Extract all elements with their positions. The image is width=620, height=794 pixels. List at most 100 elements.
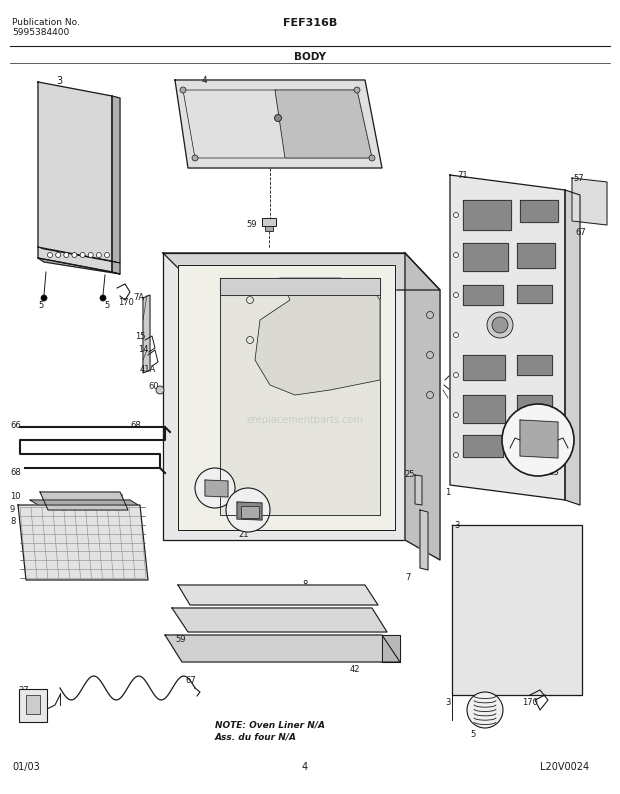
- Text: 41: 41: [285, 490, 296, 499]
- Text: 14: 14: [138, 345, 149, 354]
- Text: 8: 8: [303, 580, 308, 589]
- Circle shape: [96, 252, 101, 257]
- Polygon shape: [38, 258, 120, 274]
- Polygon shape: [220, 278, 380, 295]
- Circle shape: [369, 155, 375, 161]
- Circle shape: [453, 453, 459, 457]
- Circle shape: [156, 386, 164, 394]
- Circle shape: [492, 317, 508, 333]
- Text: L20V0024: L20V0024: [540, 762, 589, 772]
- Text: 59: 59: [175, 635, 185, 644]
- Text: 4: 4: [202, 76, 208, 85]
- Circle shape: [72, 252, 77, 257]
- Polygon shape: [517, 285, 552, 303]
- Text: Ass. du four N/A: Ass. du four N/A: [215, 733, 297, 742]
- Circle shape: [100, 295, 106, 301]
- Text: NOTE: Oven Liner N/A: NOTE: Oven Liner N/A: [215, 720, 325, 729]
- Polygon shape: [520, 200, 558, 222]
- Polygon shape: [463, 285, 503, 305]
- Circle shape: [105, 252, 110, 257]
- Text: 68: 68: [130, 421, 141, 430]
- Text: 71: 71: [457, 171, 467, 180]
- Polygon shape: [565, 190, 580, 505]
- Text: 9: 9: [10, 505, 16, 514]
- Circle shape: [453, 333, 459, 337]
- Text: 21: 21: [238, 530, 249, 539]
- Circle shape: [180, 87, 186, 93]
- Polygon shape: [175, 80, 382, 168]
- Circle shape: [48, 252, 53, 257]
- Text: 66: 66: [10, 421, 20, 430]
- FancyBboxPatch shape: [25, 695, 40, 714]
- Circle shape: [502, 404, 574, 476]
- Polygon shape: [143, 295, 150, 373]
- Text: 42: 42: [350, 665, 360, 674]
- Bar: [241, 506, 259, 518]
- Text: 5: 5: [470, 730, 476, 739]
- Text: 68: 68: [10, 468, 20, 477]
- Text: FEF316B: FEF316B: [283, 18, 337, 28]
- Polygon shape: [172, 608, 387, 632]
- Circle shape: [275, 114, 281, 121]
- Polygon shape: [405, 253, 440, 560]
- Polygon shape: [463, 395, 505, 423]
- Text: 1: 1: [445, 488, 450, 497]
- Text: 7A: 7A: [133, 293, 144, 302]
- Text: 25: 25: [404, 470, 415, 479]
- Text: 5995384400: 5995384400: [12, 28, 69, 37]
- Text: 41A: 41A: [140, 365, 156, 374]
- Polygon shape: [572, 178, 607, 225]
- Circle shape: [453, 372, 459, 377]
- Circle shape: [467, 692, 503, 728]
- Circle shape: [453, 413, 459, 418]
- Text: Publication No.: Publication No.: [12, 18, 80, 27]
- Text: 27: 27: [18, 686, 29, 695]
- Text: 3: 3: [454, 521, 459, 530]
- Circle shape: [195, 468, 235, 508]
- Polygon shape: [40, 492, 128, 510]
- Text: 67: 67: [185, 676, 196, 685]
- Circle shape: [354, 87, 360, 93]
- Polygon shape: [38, 247, 120, 263]
- Text: BODY: BODY: [294, 52, 326, 62]
- Polygon shape: [517, 395, 552, 417]
- Polygon shape: [382, 635, 400, 662]
- Text: 8: 8: [10, 517, 16, 526]
- Polygon shape: [463, 435, 503, 457]
- Polygon shape: [112, 96, 120, 274]
- Text: 57: 57: [573, 174, 583, 183]
- Text: 20: 20: [205, 465, 216, 474]
- Circle shape: [453, 292, 459, 298]
- Polygon shape: [517, 355, 552, 375]
- Polygon shape: [520, 420, 558, 458]
- Text: 15: 15: [135, 332, 146, 341]
- Text: 170: 170: [522, 698, 538, 707]
- Circle shape: [41, 295, 47, 301]
- Text: 5: 5: [104, 301, 109, 310]
- Text: 01/03: 01/03: [12, 762, 40, 772]
- Circle shape: [453, 252, 459, 257]
- Polygon shape: [18, 505, 148, 580]
- Polygon shape: [255, 278, 380, 395]
- Circle shape: [56, 252, 61, 257]
- Text: 5: 5: [38, 301, 43, 310]
- Circle shape: [487, 312, 513, 338]
- Polygon shape: [178, 585, 378, 605]
- Text: 7: 7: [405, 573, 410, 582]
- Text: 67: 67: [575, 228, 586, 237]
- Circle shape: [192, 155, 198, 161]
- Polygon shape: [275, 90, 372, 158]
- Polygon shape: [463, 355, 505, 380]
- Circle shape: [226, 488, 270, 532]
- Text: 59: 59: [246, 220, 257, 229]
- Polygon shape: [165, 635, 400, 662]
- Circle shape: [80, 252, 85, 257]
- Polygon shape: [415, 475, 422, 505]
- Text: 60: 60: [148, 382, 159, 391]
- Text: 58A: 58A: [310, 448, 325, 457]
- Text: 170: 170: [118, 298, 134, 307]
- Text: 63: 63: [548, 468, 559, 477]
- Polygon shape: [220, 278, 380, 515]
- Text: 62: 62: [548, 408, 559, 417]
- Polygon shape: [463, 243, 508, 271]
